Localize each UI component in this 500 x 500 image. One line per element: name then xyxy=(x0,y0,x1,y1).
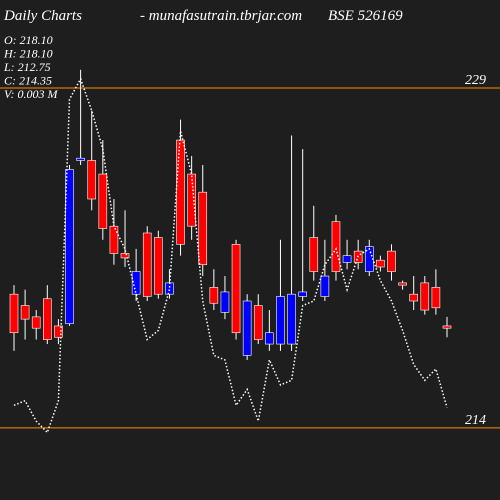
candle-body xyxy=(242,300,252,356)
candle-body xyxy=(320,275,330,297)
candle-body xyxy=(87,160,97,200)
candle-body xyxy=(176,139,185,245)
candle-body xyxy=(342,255,352,263)
ohlc-info: O: 218.10 xyxy=(4,33,53,47)
candle-body xyxy=(109,225,119,254)
ohlc-info: H: 218.10 xyxy=(3,47,53,61)
candle-body xyxy=(220,291,230,313)
candle-body xyxy=(442,325,452,329)
candle-body xyxy=(98,173,108,229)
candle-body xyxy=(420,282,430,311)
chart-title: Daily Charts xyxy=(3,8,82,24)
candle-body xyxy=(231,244,241,334)
y-tick-label: 229 xyxy=(465,73,486,88)
candle-body xyxy=(20,305,30,320)
symbol: BSE 526169 xyxy=(328,8,403,24)
candle-body xyxy=(431,287,441,309)
candle-body xyxy=(398,282,407,286)
candle-body xyxy=(387,250,396,272)
candle-body xyxy=(376,259,385,268)
candle-body xyxy=(43,298,52,340)
candle-body xyxy=(9,293,19,334)
candle-body xyxy=(54,325,63,338)
candle-body xyxy=(209,287,219,304)
candle-body xyxy=(276,296,285,345)
candle-body xyxy=(142,232,152,297)
candle-body xyxy=(154,237,163,295)
ohlc-info: C: 214.35 xyxy=(4,74,52,88)
candle-body xyxy=(187,173,196,227)
candle-body xyxy=(265,332,274,345)
ohlc-info: V: 0.003 M xyxy=(4,87,59,101)
candle-body xyxy=(131,271,141,295)
candle-body xyxy=(287,293,296,345)
candle-body xyxy=(120,253,130,259)
candle-body xyxy=(31,316,41,329)
candle-body xyxy=(65,169,74,324)
candle-body xyxy=(198,191,208,266)
ohlc-info: L: 212.75 xyxy=(3,60,51,74)
candle-body xyxy=(165,282,174,295)
y-tick-label: 214 xyxy=(465,413,486,428)
candle-body xyxy=(309,237,319,272)
candle-body xyxy=(76,157,85,161)
candle-body xyxy=(409,293,418,302)
candle-body xyxy=(331,221,341,272)
candle-body xyxy=(298,291,307,297)
chart-subtitle: - munafasutrain.tbrjar.com xyxy=(140,8,302,24)
candle-body xyxy=(253,305,263,340)
